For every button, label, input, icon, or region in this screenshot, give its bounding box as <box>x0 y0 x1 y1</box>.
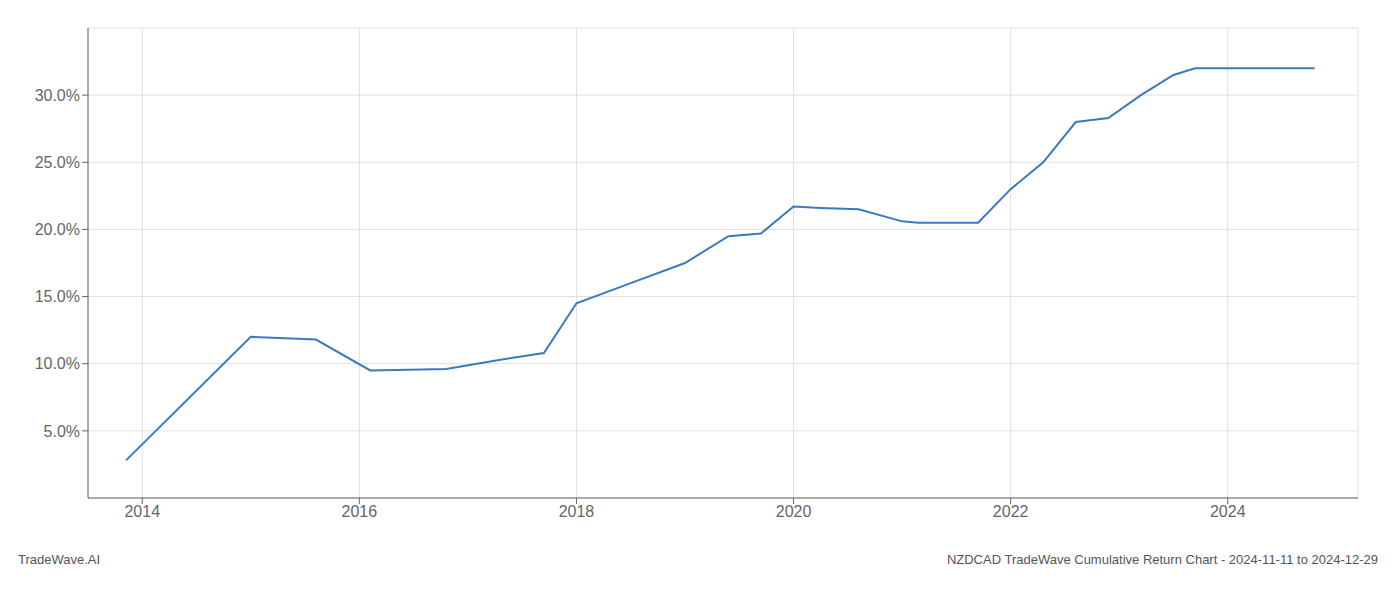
html-text:TradeWave.AI: TradeWave.AI <box>18 552 101 567</box>
svg-text:30.0%: 30.0% <box>35 87 80 104</box>
svg-text:10.0%: 10.0% <box>35 355 80 372</box>
svg-text:2022: 2022 <box>993 503 1029 520</box>
svg-text:20.0%: 20.0% <box>35 221 80 238</box>
svg-text:25.0%: 25.0% <box>35 154 80 171</box>
svg-text:2018: 2018 <box>559 503 595 520</box>
svg-text:2016: 2016 <box>342 503 378 520</box>
svg-text:2014: 2014 <box>124 503 160 520</box>
svg-text:2024: 2024 <box>1210 503 1246 520</box>
svg-text:2020: 2020 <box>776 503 812 520</box>
svg-text:15.0%: 15.0% <box>35 288 80 305</box>
html-text:NZDCAD TradeWave Cumulative Re: NZDCAD TradeWave Cumulative Return Chart… <box>946 552 1378 567</box>
svg-text:5.0%: 5.0% <box>44 423 80 440</box>
